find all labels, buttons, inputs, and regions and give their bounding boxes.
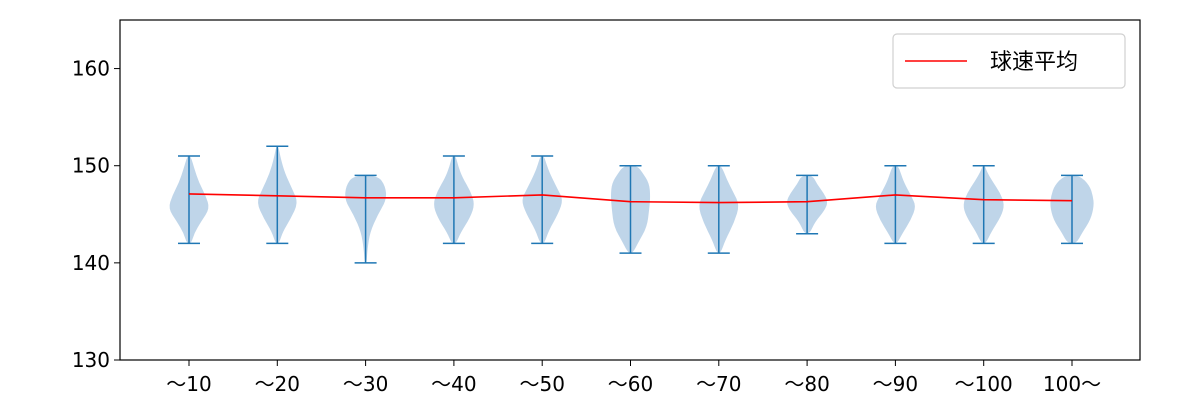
x-tick-label: ～100: [955, 372, 1013, 396]
y-axis: 130 140 150 160: [72, 57, 120, 372]
x-tick-label: ～20: [255, 372, 300, 396]
x-tick-label: ～10: [166, 372, 211, 396]
x-tick-label: ～60: [608, 372, 653, 396]
x-tick-label: ～40: [431, 372, 476, 396]
mean-line-group: [188, 193, 1073, 204]
x-axis: ～10 ～20 ～30 ～40 ～50 ～60 ～70 ～80 ～90 ～100 100～: [166, 360, 1101, 396]
y-tick-label: 130: [72, 348, 110, 372]
x-tick-label: 100～: [1043, 372, 1101, 396]
x-tick-label: ～90: [873, 372, 918, 396]
x-tick-label: ～70: [696, 372, 741, 396]
x-tick-label: ～80: [784, 372, 829, 396]
violins-group: [169, 145, 1094, 264]
y-tick-label: 150: [72, 154, 110, 178]
legend-label-mean: 球速平均: [990, 50, 1078, 75]
x-tick-label: ～30: [343, 372, 388, 396]
y-tick-label: 160: [72, 57, 110, 81]
legend: 球速平均: [892, 33, 1126, 89]
mean-speed-line: [188, 193, 1073, 204]
legend-box: [892, 33, 1126, 89]
y-tick-label: 140: [72, 251, 110, 275]
x-tick-label: ～50: [519, 372, 564, 396]
